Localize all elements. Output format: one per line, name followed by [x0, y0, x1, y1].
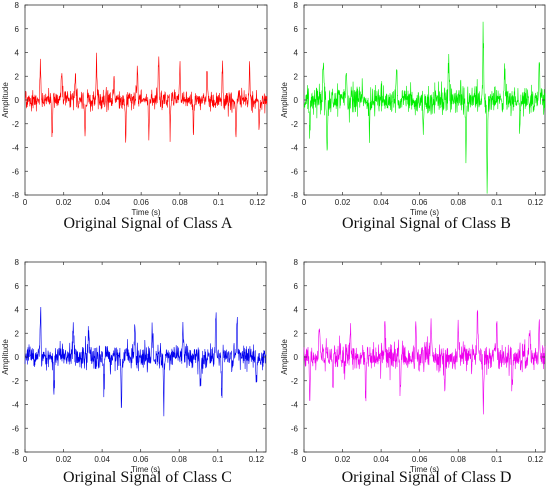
x-tick-label: 0.06 — [133, 198, 149, 207]
signal-series — [24, 52, 268, 143]
y-tick-label: -4 — [12, 144, 20, 153]
y-tick-label: -4 — [291, 144, 299, 153]
x-axis-label: Time (s) — [131, 465, 160, 474]
x-tick-label: 0.1 — [212, 455, 224, 464]
y-tick-label: 4 — [294, 306, 299, 315]
x-tick-label: 0.04 — [94, 455, 110, 464]
x-tick-label: 0 — [302, 198, 307, 207]
x-axis-label: Time (s) — [410, 208, 439, 217]
x-tick-label: 0.08 — [450, 455, 466, 464]
x-tick-label: 0.02 — [335, 455, 351, 464]
y-tick-label: 0 — [294, 96, 299, 105]
x-tick-label: 0.06 — [133, 455, 149, 464]
panel-a: -8 -6 -4 -2 0 2 4 6 8 0 0.02 0.04 0.06 0.08 0.1 0.12 Tim… — [1, 1, 268, 232]
panel-caption: Original Signal of Class A — [64, 215, 233, 232]
y-tick-label: -8 — [12, 191, 20, 200]
y-tick-label: -4 — [12, 401, 20, 410]
y-tick-label: 0 — [15, 96, 20, 105]
x-tick-label: 0.12 — [528, 198, 544, 207]
y-tick-label: 6 — [15, 25, 20, 34]
x-tick-label: 0.04 — [373, 198, 389, 207]
y-tick-label: 4 — [294, 49, 299, 58]
x-tick-label: 0.12 — [249, 455, 265, 464]
x-tick-label: 0.02 — [56, 455, 72, 464]
x-tick-label: 0.02 — [56, 198, 72, 207]
y-tick-label: 4 — [15, 306, 20, 315]
y-tick-label: 8 — [15, 258, 20, 267]
x-tick-label: 0.12 — [250, 198, 266, 207]
y-tick-label: 4 — [15, 49, 20, 58]
y-tick-label: 8 — [15, 1, 20, 10]
panel-caption: Original Signal of Class C — [63, 469, 232, 486]
x-tick-label: 0 — [23, 455, 28, 464]
x-axis-label: Time (s) — [131, 208, 160, 217]
x-axis-label: Time (s) — [410, 465, 439, 474]
signal-series — [24, 306, 267, 417]
y-tick-label: 0 — [15, 353, 20, 362]
y-tick-label: -2 — [291, 120, 299, 129]
y-tick-label: -8 — [291, 448, 299, 457]
y-tick-label: 8 — [294, 258, 299, 267]
y-tick-label: 2 — [294, 329, 299, 338]
y-tick-label: -8 — [291, 191, 299, 200]
y-tick-label: 6 — [15, 282, 20, 291]
y-axis-label: Amplitude — [1, 82, 10, 118]
y-tick-label: 8 — [294, 1, 299, 10]
y-tick-label: 6 — [294, 282, 299, 291]
y-axis-label: Amplitude — [1, 339, 10, 375]
x-tick-label: 0.1 — [213, 198, 225, 207]
x-tick-label: 0.06 — [412, 455, 428, 464]
y-tick-label: 2 — [294, 72, 299, 81]
y-tick-label: -6 — [12, 424, 20, 433]
signal-series — [303, 309, 546, 415]
signal-series — [303, 21, 546, 194]
y-axis-label: Amplitude — [280, 82, 289, 118]
y-tick-label: 6 — [294, 25, 299, 34]
y-tick-label: -2 — [291, 377, 299, 386]
y-tick-label: -4 — [291, 401, 299, 410]
y-tick-label: -6 — [291, 424, 299, 433]
y-tick-label: -6 — [291, 167, 299, 176]
x-tick-label: 0.04 — [373, 455, 389, 464]
y-tick-label: -2 — [12, 377, 20, 386]
x-tick-label: 0 — [302, 455, 307, 464]
panel-c: -8 -6 -4 -2 0 2 4 6 8 0 0.02 0.04 0.06 0.08 0.1 0.12 Tim… — [1, 258, 267, 486]
x-tick-label: 0.1 — [491, 198, 503, 207]
panel-d: -8 -6 -4 -2 0 2 4 6 8 0 0.02 0.04 0.06 0.08 0.1 0.12 Tim… — [280, 258, 546, 486]
x-tick-label: 0.08 — [171, 455, 187, 464]
x-tick-label: 0.08 — [172, 198, 188, 207]
y-tick-label: 2 — [15, 329, 20, 338]
y-tick-label: -6 — [12, 167, 20, 176]
x-tick-label: 0.06 — [412, 198, 428, 207]
y-tick-label: 0 — [294, 353, 299, 362]
panel-b: -8 -6 -4 -2 0 2 4 6 8 0 0.02 0.04 0.06 0.08 0.1 0.12 Tim… — [280, 1, 546, 232]
y-axis-label: Amplitude — [280, 339, 289, 375]
x-tick-label: 0 — [23, 198, 28, 207]
x-tick-label: 0.08 — [450, 198, 466, 207]
panel-caption: Original Signal of Class D — [342, 469, 512, 486]
x-tick-label: 0.02 — [335, 198, 351, 207]
y-tick-label: -2 — [12, 120, 20, 129]
x-tick-label: 0.04 — [95, 198, 111, 207]
y-tick-label: 2 — [15, 72, 20, 81]
x-tick-label: 0.1 — [491, 455, 503, 464]
y-tick-label: -8 — [12, 448, 20, 457]
x-tick-label: 0.12 — [528, 455, 544, 464]
panel-caption: Original Signal of Class B — [342, 215, 511, 232]
